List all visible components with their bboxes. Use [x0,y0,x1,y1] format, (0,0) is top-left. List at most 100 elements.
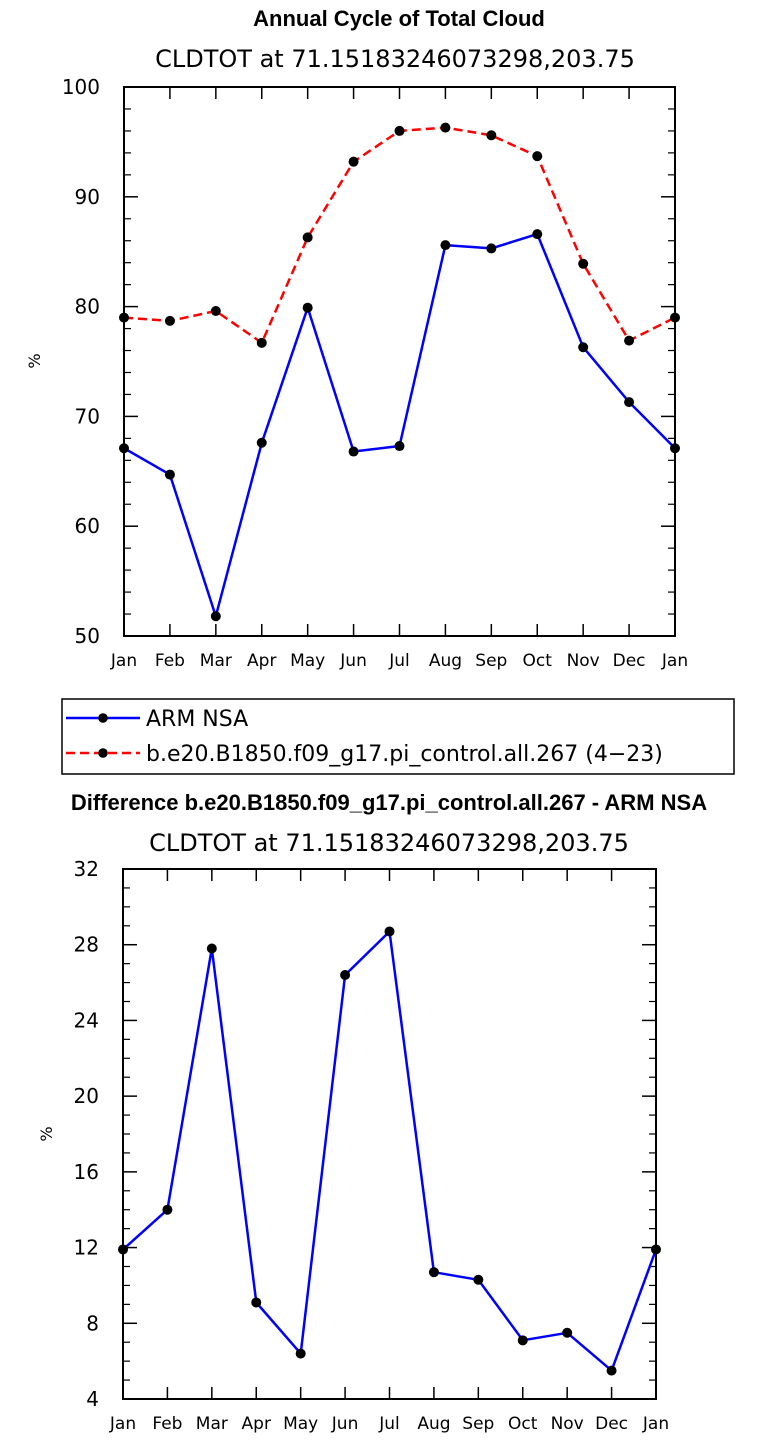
chart1-data-point [624,335,635,346]
chart1-xtick-label: Jan [661,651,688,671]
chart1-xtick-label: May [290,651,325,671]
chart1-data-point [164,469,175,480]
chart1-ytick-label: 70 [75,404,100,428]
chart2-data-point [340,970,351,980]
legend-marker-model [98,748,108,758]
chart2-data-point [473,1274,484,1285]
chart2-data-point [206,943,217,954]
chart2-data-point [251,1297,262,1308]
chart2-ticks: Jan Feb Mar Apr May Jun Jul Aug Sep Oct Nov Dec Jan 4… [74,857,670,1434]
chart1-data-point [440,240,451,251]
chart1-series-line-0 [123,232,676,618]
chart1-xtick-label: Aug [429,651,462,671]
chart1-series-line-1 [123,126,676,345]
chart2-data-point [428,1267,439,1278]
chart2-ytick-label: 4 [86,1387,99,1411]
chart1-data-point [670,443,680,454]
chart2-series-line-0 [122,930,658,1372]
legend-label-arm: ARM NSA [146,707,248,732]
chart1-data-point [119,443,129,454]
chart2-ylabel: % [37,1126,56,1141]
chart1-data-point [302,232,313,243]
chart1-data-point [210,305,221,316]
chart1-data-point [440,122,451,133]
chart2-xtick-label: May [283,1414,318,1434]
chart2-ytick-label: 32 [74,857,99,881]
legend: ARM NSA b.e20.B1850.f09_g17.pi_control.a… [61,698,735,775]
chart1-data-point [210,611,221,622]
chart2-xtick-label: Nov [551,1414,584,1434]
chart2-data-point [606,1365,617,1376]
chart1-data-point [119,312,129,323]
chart1-xtick-label: Feb [155,651,185,671]
chart1-data-point [532,229,543,240]
chart2-xtick-label: Aug [417,1414,450,1434]
chart2-xtick-label: Dec [595,1414,628,1434]
legend-box [61,698,735,775]
chart1-ytick-label: 60 [75,514,100,538]
chart1-ticks: Jan Feb Mar Apr May Jun Jul Aug Sep Oct Nov Dec Jan 5… [62,75,688,671]
chart1-data-point [256,437,267,448]
chart1-data-point [486,243,497,254]
chart1-data-point [256,337,267,348]
chart1-data-point [578,342,589,353]
chart1-title: Annual Cycle of Total Cloud [253,6,545,31]
chart1-data-point [394,441,405,452]
legend-marker-arm [98,713,108,723]
chart2-xtick-label: Sep [462,1414,494,1434]
chart2-data-point [295,1348,306,1359]
chart2-data-point [517,1335,528,1346]
chart1-xtick-label: Nov [567,651,600,671]
chart2-subtitle: CLDTOT at 71.15183246073298,203.75 [149,829,629,857]
chart1-data-point [348,156,359,167]
chart1-xtick-label: Oct [523,651,553,671]
chart1-xtick-label: Sep [475,651,507,671]
chart1-ytick-label: 90 [75,185,100,209]
chart2-plot-frame [122,868,657,1400]
chart2-xtick-label: Jul [378,1414,400,1434]
chart1-data-point [394,125,405,136]
chart2-ytick-label: 12 [74,1236,99,1260]
chart1-data-point [578,258,589,269]
chart2-ytick-label: 20 [74,1084,99,1108]
chart1-ylabel: % [25,353,44,368]
chart2-ytick-label: 24 [74,1008,99,1032]
chart2-xtick-label: Jan [109,1414,136,1434]
chart2-xtick-label: Feb [152,1414,182,1434]
chart1-subtitle: CLDTOT at 71.15183246073298,203.75 [155,45,635,73]
chart2-data-point [651,1244,661,1255]
chart2-xtick-label: Jan [642,1414,669,1434]
chart1-xtick-label: Jan [110,651,137,671]
chart2-xtick-label: Mar [196,1414,228,1434]
chart2-data-point [384,926,395,937]
legend-label-model: b.e20.B1850.f09_g17.pi_control.all.267 (… [146,742,663,767]
chart2-xtick-label: Jun [331,1414,359,1434]
chart2-ytick-label: 8 [86,1311,99,1335]
chart1-ytick-label: 100 [62,75,100,99]
chart1-data-point [302,302,313,313]
chart2-data-point [118,1244,128,1255]
chart2-data-point [562,1327,573,1338]
chart1-xtick-label: Jul [388,651,410,671]
chart2-xtick-label: Apr [242,1414,271,1434]
chart1-data-point [624,397,635,408]
chart2-ytick-label: 28 [74,933,99,957]
chart1-ytick-label: 80 [75,295,100,319]
chart2-xtick-label: Oct [508,1414,538,1434]
chart1-xtick-label: Apr [247,651,276,671]
chart2-data-point [162,1204,173,1215]
chart2-title: Difference b.e20.B1850.f09_g17.pi_contro… [71,790,707,815]
difference-chart: Difference b.e20.B1850.f09_g17.pi_contro… [37,790,707,1434]
chart1-data-point [486,130,497,141]
chart1-xtick-label: Jun [339,651,367,671]
annual-cycle-chart: Annual Cycle of Total Cloud CLDTOT at 71… [25,6,688,671]
chart1-data-point [348,446,359,457]
chart2-ytick-label: 16 [74,1160,99,1184]
chart1-plot-frame [123,86,676,637]
chart1-ytick-label: 50 [75,624,100,648]
chart1-data-point [164,315,175,326]
chart1-data-point [532,151,543,162]
chart1-series [119,122,680,622]
chart2-series [118,926,661,1376]
